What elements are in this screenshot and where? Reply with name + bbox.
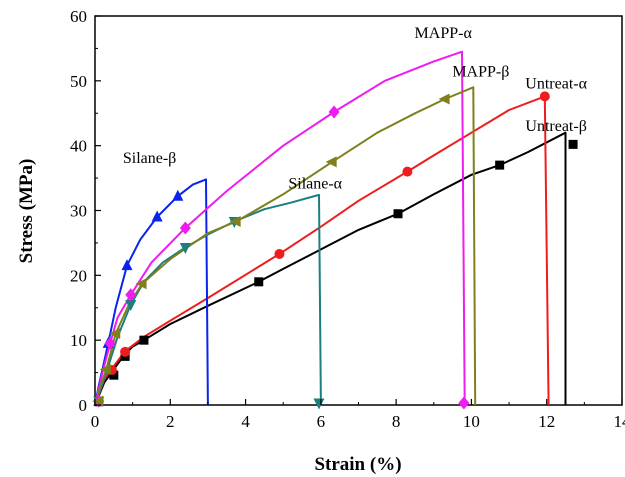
x-tick-label: 12 [538, 412, 555, 431]
data-point-silane [125, 300, 137, 312]
data-point-mapp [328, 105, 340, 119]
data-point-silane [179, 242, 191, 254]
y-axis-title: Stress (MPa) [16, 159, 37, 264]
x-tick-label: 14 [614, 412, 625, 431]
y-tick-label: 0 [79, 396, 88, 415]
y-tick-label: 50 [70, 72, 87, 91]
series-label: Silane-α [288, 175, 342, 192]
data-point-mapp [99, 363, 111, 375]
data-point-untreat [254, 277, 264, 287]
y-tick-label: 20 [70, 266, 87, 285]
x-tick-label: 6 [317, 412, 326, 431]
data-point-mapp [458, 396, 470, 410]
data-point-mapp [325, 156, 337, 168]
series-line-mapp [94, 86, 477, 406]
data-point-mapp [229, 216, 241, 228]
data-point-mapp [92, 395, 104, 407]
data-point-mapp [104, 336, 116, 350]
series-line-untreat [94, 95, 550, 406]
x-tick-label: 0 [91, 412, 100, 431]
data-point-untreat [393, 209, 403, 219]
data-point-mapp [179, 221, 191, 235]
data-point-untreat [120, 346, 131, 357]
tick-layer: 0 2 4 6 8 10 12 14 0 10 20 30 40 50 60 [70, 7, 625, 431]
data-point-mapp [109, 328, 121, 340]
y-tick-label: 10 [70, 331, 87, 350]
data-point-untreat [109, 370, 119, 380]
data-point-silane [151, 210, 163, 222]
data-point-mapp [125, 288, 137, 302]
data-point-mapp [438, 93, 450, 105]
y-tick-label: 40 [70, 137, 87, 156]
x-tick-label: 8 [392, 412, 401, 431]
data-point-silane [313, 398, 325, 410]
data-point-untreat [539, 91, 550, 102]
series-label: Untreat-α [525, 76, 587, 93]
marker-layer [92, 91, 578, 410]
series-label: Silane-β [123, 150, 176, 167]
y-tick-label: 60 [70, 7, 87, 26]
series-label: Untreat-β [525, 118, 586, 135]
x-axis-title: Strain (%) [314, 454, 401, 475]
y-tick-label: 30 [70, 202, 87, 221]
x-tick-label: 2 [166, 412, 175, 431]
data-point-silane [121, 259, 133, 271]
data-point-untreat [495, 160, 505, 170]
data-point-mapp [135, 278, 147, 290]
data-point-untreat [568, 139, 578, 149]
data-point-untreat [402, 166, 413, 177]
annotation-layer: MAPP-α MAPP-β Untreat-α Untreat-β Silane-β Si… [123, 25, 588, 192]
x-tick-label: 4 [241, 412, 250, 431]
data-point-silane [172, 189, 184, 201]
series-label: MAPP-β [452, 63, 509, 80]
data-point-untreat [139, 335, 149, 345]
data-point-untreat [274, 248, 285, 259]
x-tick-label: 10 [463, 412, 480, 431]
series-label: MAPP-α [415, 25, 473, 42]
